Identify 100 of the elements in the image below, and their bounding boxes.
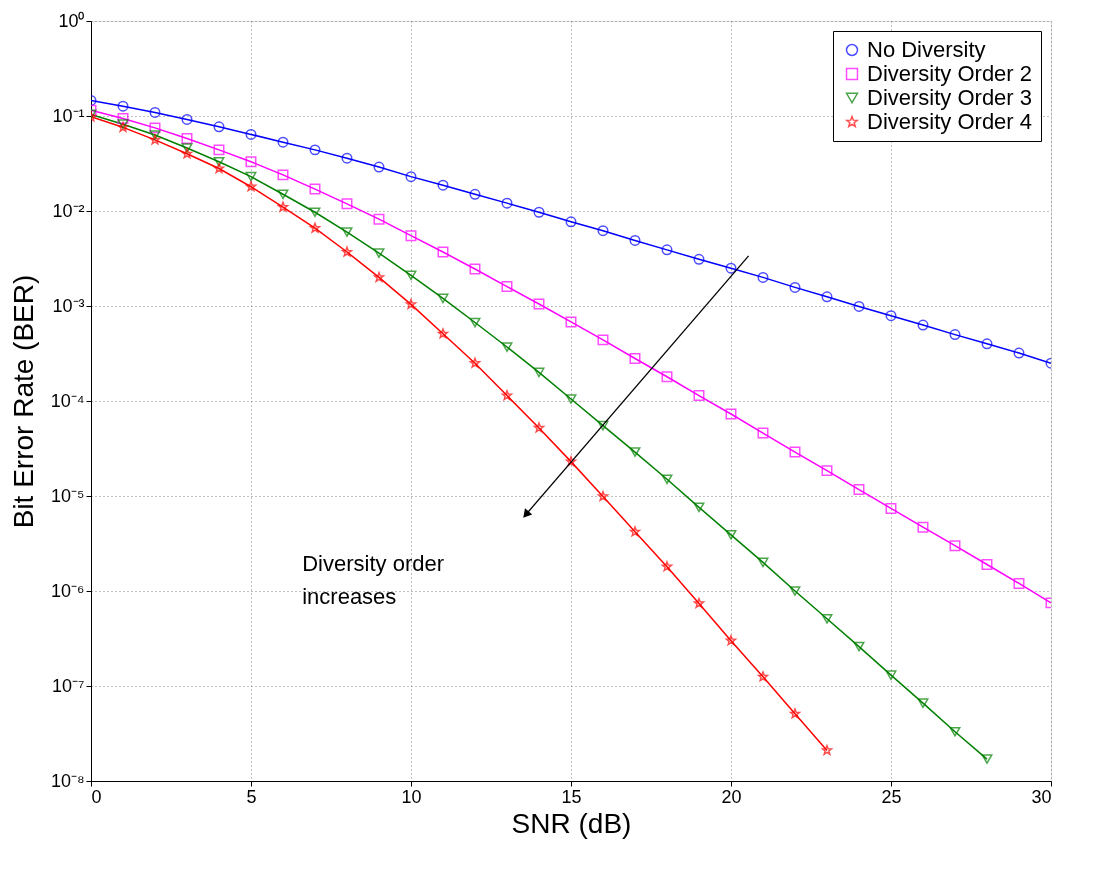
point — [597, 490, 609, 501]
point — [309, 222, 321, 233]
point — [437, 246, 449, 258]
point — [917, 521, 929, 533]
point — [725, 408, 737, 420]
point — [789, 281, 801, 293]
point — [341, 227, 353, 237]
point — [213, 163, 225, 174]
point — [757, 671, 769, 682]
point — [821, 465, 833, 477]
point — [149, 134, 161, 145]
point — [149, 106, 161, 118]
legend-label: Diversity Order 2 — [867, 61, 1033, 86]
point — [405, 298, 417, 309]
point — [661, 371, 673, 383]
point — [469, 357, 481, 368]
point — [501, 197, 513, 209]
point — [533, 367, 545, 378]
point — [693, 390, 705, 402]
point — [533, 422, 545, 433]
point — [373, 248, 385, 259]
point — [789, 708, 801, 719]
point — [117, 113, 129, 125]
point — [629, 447, 641, 457]
point — [245, 156, 257, 168]
point — [309, 183, 321, 195]
point — [885, 502, 897, 514]
point — [789, 446, 801, 458]
point — [213, 121, 225, 133]
annotation: Diversity order increases — [302, 551, 445, 610]
point — [405, 230, 417, 242]
point — [181, 132, 193, 144]
point — [277, 189, 289, 200]
point — [821, 291, 833, 303]
point — [693, 502, 705, 513]
point — [981, 754, 993, 764]
point — [917, 698, 929, 708]
point — [757, 271, 769, 283]
point — [917, 319, 929, 331]
point — [213, 144, 225, 156]
point — [597, 420, 609, 431]
y-tick-label: 10⁻² — [52, 200, 85, 221]
point — [373, 213, 385, 225]
point — [245, 181, 257, 192]
point — [565, 394, 577, 404]
point — [597, 225, 609, 237]
point — [757, 427, 769, 439]
point — [565, 316, 577, 328]
point — [949, 540, 961, 552]
point — [469, 188, 481, 200]
point — [533, 298, 545, 310]
point — [405, 270, 417, 281]
y-tick-label: 10⁻⁴ — [50, 390, 85, 411]
point — [309, 207, 321, 218]
legend-label: Diversity Order 3 — [867, 85, 1033, 110]
point — [821, 613, 833, 624]
point — [693, 253, 705, 265]
y-tick-label: 10⁻⁸ — [50, 770, 85, 791]
point — [309, 144, 321, 156]
point — [661, 474, 673, 485]
x-tick-label: 0 — [91, 786, 102, 807]
point — [181, 143, 193, 153]
point — [725, 635, 737, 646]
point — [405, 171, 417, 183]
y-tick-label: 10⁰ — [58, 10, 85, 31]
x-tick-label: 10 — [401, 786, 422, 807]
x-tick-label: 20 — [721, 786, 742, 807]
point — [533, 206, 545, 218]
point — [725, 529, 737, 540]
point — [821, 744, 833, 755]
point — [245, 128, 257, 140]
point — [341, 152, 353, 164]
point — [1013, 347, 1025, 359]
point — [885, 670, 897, 681]
point — [629, 234, 641, 246]
point — [373, 271, 385, 282]
point — [245, 171, 257, 182]
point — [629, 526, 641, 537]
point — [149, 130, 161, 140]
point — [277, 201, 289, 212]
legend-label: No Diversity — [867, 37, 986, 62]
point — [341, 198, 353, 210]
point — [853, 300, 865, 312]
x-tick-label: 5 — [246, 786, 257, 807]
point — [597, 334, 609, 346]
point — [469, 317, 481, 328]
point — [501, 281, 513, 293]
y-tick-label: 10⁻³ — [52, 295, 85, 316]
x-tick-label: 30 — [1031, 786, 1052, 807]
y-tick-label: 10⁻⁶ — [51, 580, 85, 601]
x-tick-label: 15 — [561, 786, 582, 807]
x-axis-title: SNR (dB) — [511, 807, 632, 839]
point — [853, 641, 865, 652]
point — [661, 244, 673, 256]
x-tick-label: 25 — [881, 786, 902, 807]
point — [661, 561, 673, 572]
point — [437, 293, 449, 304]
point — [373, 161, 385, 173]
point — [789, 586, 801, 596]
point — [629, 353, 641, 365]
